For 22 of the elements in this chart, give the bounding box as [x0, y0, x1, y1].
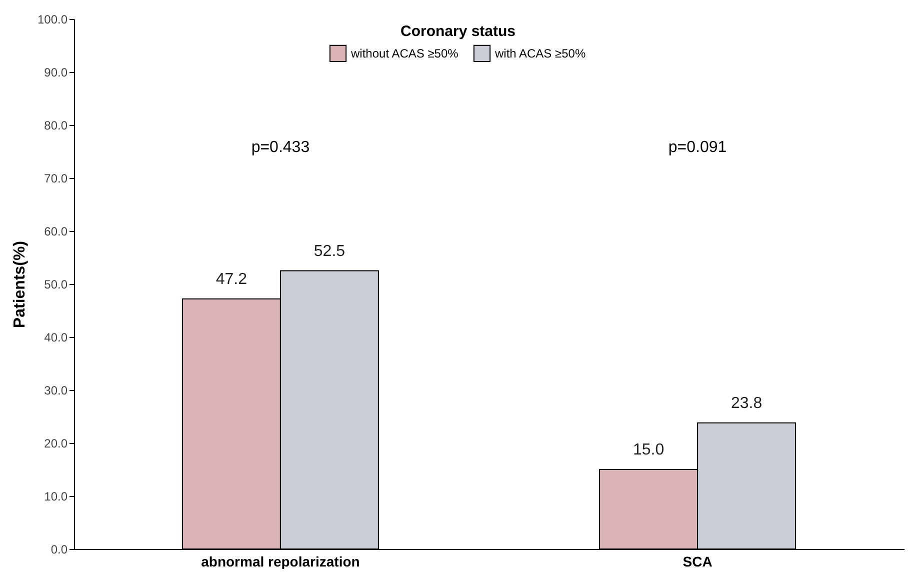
y-tick-label: 40.0 — [44, 330, 68, 344]
annotation: p=0.433 — [251, 139, 310, 156]
y-axis-title: Patients(%) — [11, 240, 28, 328]
y-tick-label: 60.0 — [44, 224, 68, 238]
y-tick-label: 90.0 — [44, 66, 68, 80]
x-tick-label: SCA — [682, 554, 712, 570]
y-tick-label: 70.0 — [44, 172, 68, 186]
data-label: 15.0 — [632, 442, 664, 458]
y-tick-label: 100.0 — [37, 12, 68, 26]
y-tick-label: 80.0 — [44, 118, 68, 132]
y-tick-label: 0.0 — [50, 542, 68, 556]
y-tick-label: 10.0 — [44, 490, 68, 504]
y-tick-label: 30.0 — [44, 384, 68, 398]
data-label: 23.8 — [730, 394, 762, 412]
y-tick-label: 50.0 — [44, 278, 68, 292]
y-tick-label: 20.0 — [44, 436, 68, 450]
data-label: 47.2 — [216, 270, 248, 288]
legend-label: without ACAS ≥50% — [350, 46, 459, 60]
annotation: p=0.091 — [668, 139, 727, 156]
data-label: 52.5 — [314, 242, 346, 260]
legend-label: with ACAS ≥50% — [494, 46, 586, 60]
legend-title: Coronary status — [400, 23, 516, 40]
